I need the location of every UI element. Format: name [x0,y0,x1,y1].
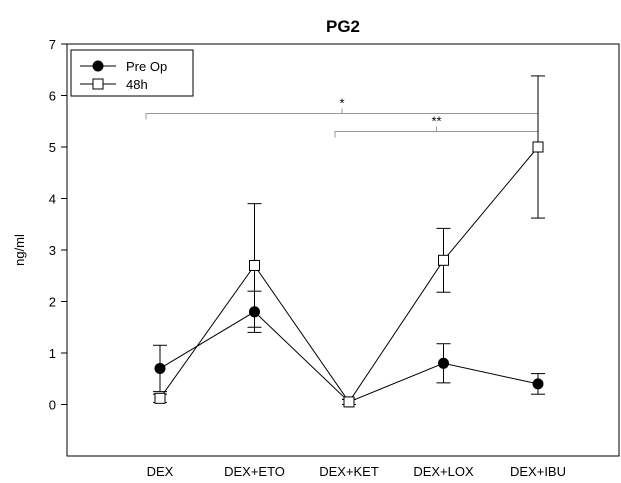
y-tick-label: 1 [49,346,56,361]
series-layer [153,75,545,408]
significance-brackets: *** [145,96,539,138]
legend-label-48h: 48h [126,77,148,92]
data-point-48h [343,396,355,408]
data-point-pre-op [154,362,166,374]
x-tick-label: DEX+LOX [413,464,474,479]
y-tick-label: 4 [49,192,56,207]
y-axis-label: ng/ml [12,234,27,266]
y-tick-label: 5 [49,140,56,155]
y-axis: 0 1 2 3 4 5 6 7 [49,37,67,413]
data-point-48h [438,254,449,266]
x-tick-label: DEX+IBU [510,464,566,479]
legend-marker-48h [92,78,104,90]
significance-label: * [339,96,344,111]
legend-marker-pre-op [92,60,104,72]
data-point-pre-op [438,357,449,369]
x-tick-label: DEX+ETO [224,464,285,479]
legend-label-pre-op: Pre Op [126,59,167,74]
y-tick-label: 0 [49,398,56,413]
data-point-48h [249,259,260,271]
chart-title: PG2 [326,17,360,36]
significance-label: ** [431,114,441,129]
x-tick-label: DEX [147,464,174,479]
series-line-48h [159,146,539,403]
data-point-48h [532,141,544,153]
y-tick-label: 3 [49,243,56,258]
x-axis: DEX DEX+ETO DEX+KET DEX+LOX DEX+IBU [147,464,566,479]
data-point-48h [154,392,166,404]
y-tick-label: 6 [49,89,56,104]
y-tick-label: 7 [49,37,56,52]
legend: Pre Op 48h [70,49,194,97]
data-point-pre-op [249,306,260,318]
series-line-pre-op [159,311,539,403]
legend-box [70,49,194,97]
y-tick-label: 2 [49,295,56,310]
x-tick-label: DEX+KET [319,464,379,479]
data-point-pre-op [532,378,544,390]
